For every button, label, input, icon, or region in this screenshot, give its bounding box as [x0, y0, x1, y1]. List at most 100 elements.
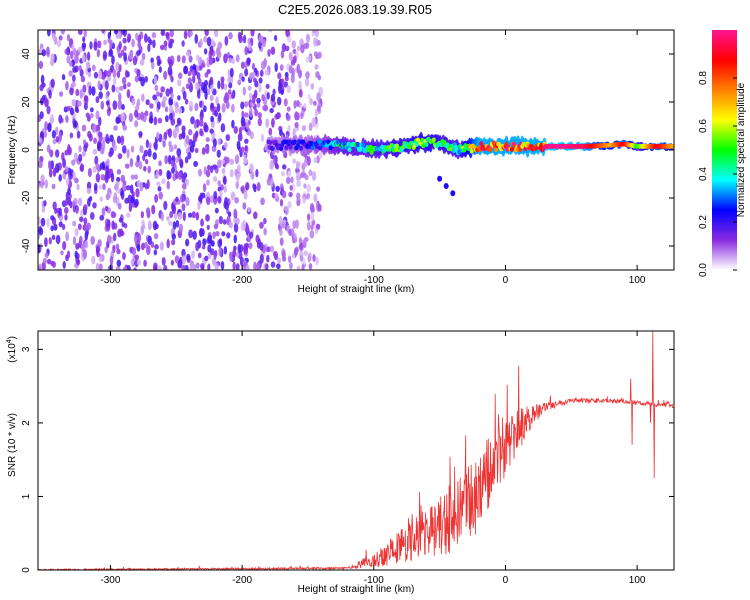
noise-cell — [220, 123, 226, 133]
y-tick-label: -40 — [21, 238, 32, 253]
noise-cell — [288, 228, 292, 236]
noise-cell — [83, 95, 89, 102]
noise-cell — [84, 231, 88, 241]
noise-cell — [251, 62, 256, 70]
noise-cell — [43, 200, 47, 207]
snr-marks — [37, 330, 674, 572]
noise-cell — [66, 55, 71, 64]
noise-cell — [116, 259, 122, 267]
noise-cell — [113, 30, 119, 35]
noise-cell — [158, 66, 162, 74]
spectrogram-x-label: Height of straight line (km) — [298, 284, 415, 295]
noise-cell — [119, 228, 124, 237]
noise-cell — [233, 125, 239, 134]
noise-cell — [308, 122, 313, 132]
noise-cell — [258, 84, 262, 93]
noise-cell — [248, 242, 253, 250]
noise-cell — [203, 35, 208, 43]
noise-cell — [270, 177, 274, 188]
noise-cell — [296, 192, 301, 200]
noise-cell — [264, 69, 270, 76]
noise-cell — [169, 30, 174, 38]
noise-cell — [187, 71, 192, 77]
noise-cell — [50, 260, 55, 267]
noise-cell — [269, 160, 274, 170]
noise-cell — [171, 167, 175, 174]
noise-cell — [316, 155, 320, 164]
y-tick-label: 40 — [21, 48, 32, 60]
noise-cell — [60, 250, 64, 256]
noise-cell — [244, 101, 249, 108]
noise-cell — [279, 64, 284, 72]
noise-cell — [129, 157, 134, 168]
noise-cell — [194, 82, 200, 91]
noise-cell — [200, 263, 205, 270]
noise-cell — [50, 78, 55, 88]
noise-cell — [298, 89, 303, 98]
noise-cell — [285, 30, 290, 37]
noise-cell — [112, 100, 118, 111]
noise-cell — [241, 76, 245, 82]
noise-cell — [83, 240, 89, 249]
noise-cell — [165, 32, 170, 38]
noise-cell — [294, 121, 299, 129]
noise-cell — [266, 91, 270, 100]
noise-cell — [307, 93, 311, 101]
noise-cell — [147, 235, 152, 245]
noise-cell — [317, 51, 322, 59]
noise-cell — [301, 124, 307, 132]
noise-cell — [167, 171, 172, 180]
noise-cell — [278, 215, 283, 226]
noise-cell — [95, 173, 101, 183]
noise-cell — [112, 69, 117, 78]
noise-cell — [166, 215, 170, 222]
noise-cell — [95, 262, 100, 270]
noise-cell — [135, 187, 140, 198]
noise-cell — [49, 149, 54, 158]
noise-cell — [238, 35, 243, 44]
y-tick-label: 20 — [21, 96, 32, 108]
colorbar-ticks: 0.0 0.2 0.4 0.6 0.8 — [698, 71, 737, 277]
noise-cell — [273, 34, 278, 42]
noise-cell — [185, 83, 190, 90]
noise-cell — [191, 69, 196, 76]
noise-cell — [143, 33, 148, 43]
noise-cell — [287, 200, 292, 209]
noise-cell — [139, 58, 145, 66]
noise-cell — [199, 38, 203, 47]
ridge-cell — [270, 146, 275, 151]
noise-cell — [86, 51, 91, 61]
noise-cell — [86, 115, 91, 122]
noise-cell — [95, 96, 100, 104]
noise-cell — [256, 102, 261, 108]
noise-cell — [135, 160, 140, 168]
noise-cell — [189, 106, 193, 112]
figure-title: C2E5.2026.083.19.39.R05 — [278, 2, 432, 17]
noise-cell — [160, 86, 165, 93]
noise-cell — [249, 72, 253, 80]
noise-cell — [217, 239, 223, 248]
noise-cell — [64, 149, 69, 156]
noise-cell — [205, 137, 210, 143]
noise-cell — [199, 128, 204, 137]
noise-cell — [141, 242, 145, 251]
noise-cell — [203, 48, 208, 55]
noise-cell — [288, 51, 293, 61]
noise-cell — [214, 207, 219, 214]
noise-cell — [303, 183, 307, 189]
noise-cell — [138, 132, 143, 139]
noise-cell — [177, 95, 181, 101]
noise-cell — [227, 89, 232, 95]
noise-cell — [112, 245, 116, 254]
y-tick-label: 0 — [21, 567, 32, 573]
noise-cell — [157, 265, 163, 270]
noise-cell — [283, 205, 288, 211]
noise-cell — [143, 165, 147, 172]
noise-cell — [151, 204, 156, 215]
noise-cell — [235, 251, 240, 258]
noise-cell — [271, 192, 276, 199]
noise-cell — [128, 50, 134, 60]
noise-cell — [296, 180, 301, 187]
noise-cell — [116, 135, 122, 144]
noise-cell — [123, 52, 127, 62]
